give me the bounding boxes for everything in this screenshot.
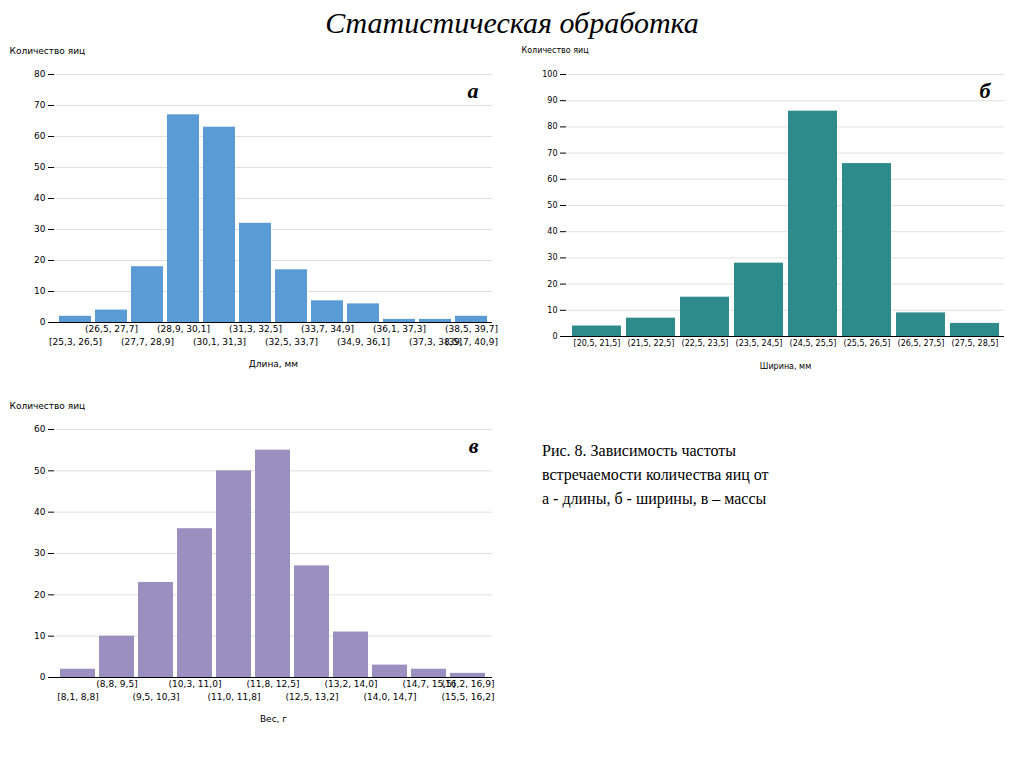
svg-text:80: 80 [34, 69, 46, 79]
svg-text:(24,5, 25,5]: (24,5, 25,5] [790, 339, 837, 348]
svg-text:Количество яиц: Количество яиц [10, 401, 86, 411]
svg-text:(27,7, 28,9]: (27,7, 28,9] [121, 337, 174, 347]
svg-text:30: 30 [547, 253, 557, 262]
svg-text:(16,2, 16,9]: (16,2, 16,9] [442, 679, 495, 689]
svg-text:Вес, г: Вес, г [260, 714, 287, 724]
svg-text:40: 40 [34, 193, 46, 203]
svg-text:60: 60 [34, 131, 46, 141]
svg-text:10: 10 [34, 631, 46, 641]
svg-text:(13,2, 14,0]: (13,2, 14,0] [325, 679, 378, 689]
html-text:Статистическая обработка: Статистическая обработка [325, 6, 699, 39]
svg-text:(9,5, 10,3]: (9,5, 10,3] [132, 692, 179, 702]
svg-text:70: 70 [547, 149, 557, 158]
svg-text:Ширина, мм: Ширина, мм [760, 362, 811, 371]
svg-text:0: 0 [40, 672, 46, 682]
svg-text:в: в [469, 433, 479, 458]
svg-text:30: 30 [34, 548, 46, 558]
svg-text:(10,3, 11,0]: (10,3, 11,0] [169, 679, 222, 689]
svg-text:(23,5, 24,5]: (23,5, 24,5] [736, 339, 783, 348]
svg-text:(36,1, 37,3]: (36,1, 37,3] [373, 324, 426, 334]
svg-text:80: 80 [547, 122, 557, 131]
svg-text:(28,9, 30,1]: (28,9, 30,1] [157, 324, 210, 334]
svg-text:70: 70 [34, 100, 46, 110]
svg-text:(14,0, 14,7]: (14,0, 14,7] [364, 692, 417, 702]
svg-text:б: б [980, 78, 992, 103]
svg-text:(12,5, 13,2]: (12,5, 13,2] [286, 692, 339, 702]
svg-text:(11,8, 12,5]: (11,8, 12,5] [247, 679, 300, 689]
html-text:Рис. 8. Зависимость частоты вс: Рис. 8. Зависимость частоты встречаемост… [542, 442, 769, 507]
svg-text:а: а [468, 78, 479, 103]
svg-text:(31,3, 32,5]: (31,3, 32,5] [229, 324, 282, 334]
svg-text:10: 10 [547, 306, 557, 315]
svg-text:(14,7, 15,5]: (14,7, 15,5] [402, 678, 456, 689]
svg-text:0: 0 [552, 332, 557, 341]
svg-text:90: 90 [547, 96, 557, 105]
svg-text:20: 20 [34, 590, 46, 600]
svg-text:50: 50 [34, 466, 46, 476]
svg-text:[20,5, 21,5]: [20,5, 21,5] [574, 339, 621, 348]
svg-text:0: 0 [40, 317, 46, 327]
svg-text:60: 60 [34, 424, 46, 434]
svg-text:(26,5, 27,5]: (26,5, 27,5] [898, 339, 945, 348]
svg-text:(32,5, 33,7]: (32,5, 33,7] [265, 337, 318, 347]
svg-text:(11,0, 11,8]: (11,0, 11,8] [208, 692, 261, 702]
svg-text:(27,5, 28,5]: (27,5, 28,5] [952, 339, 999, 348]
svg-text:(26,5, 27,7]: (26,5, 27,7] [85, 324, 138, 334]
svg-text:(33,7, 34,9]: (33,7, 34,9] [301, 324, 354, 334]
svg-text:(15,5, 16,2]: (15,5, 16,2] [442, 692, 495, 702]
svg-text:(21,5, 22,5]: (21,5, 22,5] [628, 339, 675, 348]
svg-text:Длина, мм: Длина, мм [249, 359, 298, 369]
svg-text:50: 50 [34, 162, 46, 172]
svg-text:40: 40 [34, 507, 46, 517]
svg-text:(34,9, 36,1]: (34,9, 36,1] [337, 337, 390, 347]
svg-text:20: 20 [547, 280, 557, 289]
svg-text:[8,1, 8,8]: [8,1, 8,8] [57, 692, 98, 702]
svg-text:100: 100 [542, 70, 557, 79]
svg-text:40: 40 [547, 227, 557, 236]
svg-text:(39,7, 40,9]: (39,7, 40,9] [445, 337, 498, 347]
svg-text:[25,3, 26,5]: [25,3, 26,5] [49, 337, 102, 347]
svg-text:10: 10 [34, 286, 46, 296]
svg-text:30: 30 [34, 224, 46, 234]
svg-text:(38,5, 39,7]: (38,5, 39,7] [445, 324, 498, 334]
svg-text:(25,5, 26,5]: (25,5, 26,5] [844, 339, 891, 348]
svg-text:Количество яиц: Количество яиц [522, 46, 590, 55]
svg-text:20: 20 [34, 255, 46, 265]
svg-text:(8,8, 9,5]: (8,8, 9,5] [96, 679, 137, 689]
svg-text:(37,3, 38,5]: (37,3, 38,5] [409, 336, 462, 347]
svg-text:Количество яиц: Количество яиц [10, 46, 86, 56]
svg-text:50: 50 [547, 201, 557, 210]
svg-text:60: 60 [547, 175, 557, 184]
svg-text:(22,5, 23,5]: (22,5, 23,5] [682, 339, 729, 348]
svg-text:(30,1, 31,3]: (30,1, 31,3] [193, 337, 246, 347]
